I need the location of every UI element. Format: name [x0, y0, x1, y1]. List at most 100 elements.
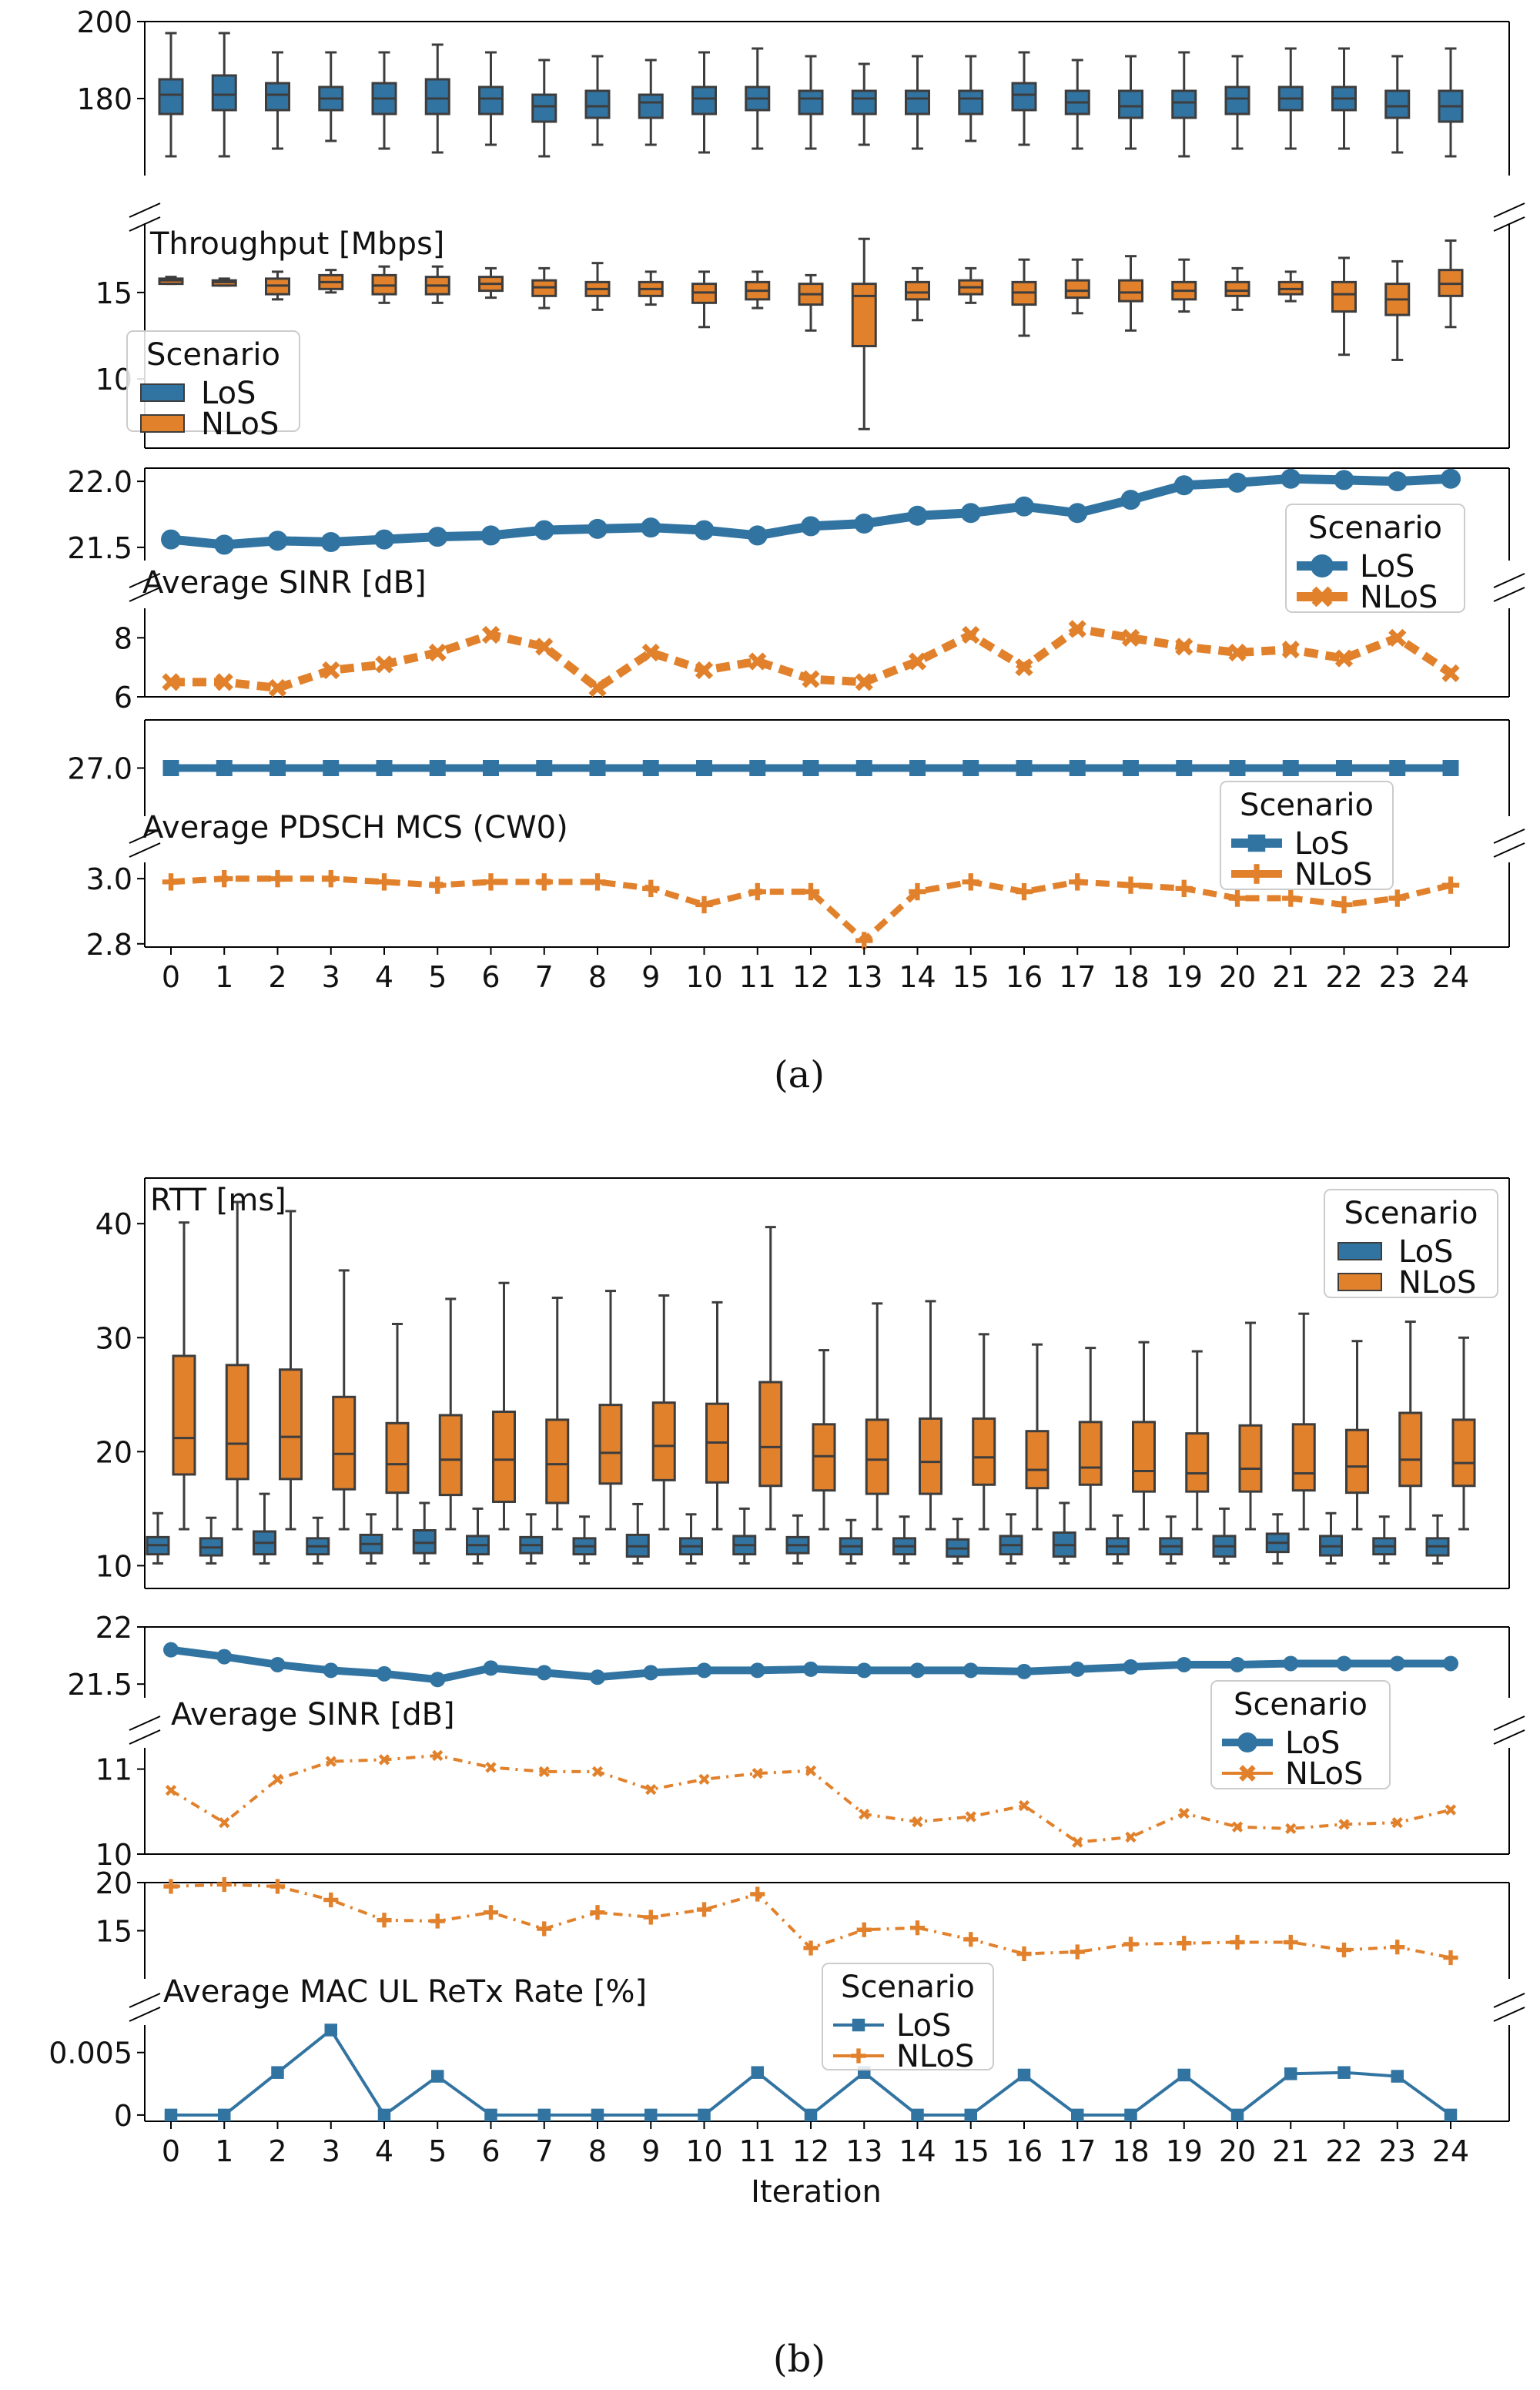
b-mac-title: Average MAC UL ReTx Rate [%] — [163, 1974, 647, 2010]
b-mac-break-left-b — [129, 2007, 161, 2022]
b-rtt-los-box — [946, 1518, 970, 1565]
a-sinr-nlos-point — [375, 655, 393, 674]
a-mcs-los-point — [162, 760, 179, 776]
b-rtt-los-box — [466, 1507, 490, 1565]
b-rtt-nlos-box-body — [545, 1418, 570, 1505]
a-tp-nlos-box — [531, 266, 557, 310]
b-rtt-nlos-box — [598, 1290, 623, 1531]
a-tp-los-box-body — [584, 89, 611, 119]
a-sinr-legend-entry: NLoS — [1360, 580, 1438, 615]
a-tp-los-box — [1171, 51, 1197, 158]
a-tp-los-box-body — [798, 89, 824, 115]
b-rtt-nlos-box-body — [1398, 1411, 1423, 1488]
a-tp-los-box — [424, 43, 450, 154]
b-rtt-nlos-box — [1238, 1321, 1263, 1531]
b-mac-xtick-label: 0 — [162, 2134, 180, 2168]
a-sinr-nlos-point-stroke-b — [215, 673, 233, 691]
a-tp-nlos-box — [1064, 258, 1090, 315]
b-sinr-legend-entry: NLoS — [1285, 1756, 1363, 1792]
b-sinr-los-point — [1016, 1663, 1032, 1679]
b-mac-nlos-point — [1070, 1944, 1085, 1960]
b-mac-los-point — [271, 2066, 284, 2079]
a-sinr-nlos-point-stroke-b — [1441, 664, 1460, 682]
a-tp-nlos-box — [798, 273, 824, 332]
a-tp-nlos-box-body — [1224, 280, 1250, 297]
a-mcs-lower-ytick-label: 3.0 — [86, 862, 132, 896]
a-tp-legend-entry: LoS — [201, 376, 256, 411]
a-mcs-los-point — [1176, 760, 1193, 776]
a-tp-los-box — [158, 32, 184, 158]
a-sinr-nlos-point — [1334, 649, 1354, 668]
b-sinr-los-point — [483, 1660, 499, 1676]
b-sinr-nlos-point-stroke-b — [432, 1749, 444, 1762]
a-tp-legend-swatch — [140, 383, 185, 402]
b-rtt-nlos-box-body — [972, 1417, 996, 1486]
a-sinr-nlos-point-stroke-b — [1334, 649, 1354, 668]
a-tp-los-box-body — [638, 93, 664, 119]
a-tp-nlos-box — [158, 276, 184, 286]
a-mcs-nlos-point — [322, 869, 340, 888]
b-mac-los-point — [218, 2108, 231, 2122]
a-sinr-nlos-point-stroke-b — [1015, 658, 1033, 677]
a-tp-nlos-box — [905, 266, 930, 322]
b-rtt-nlos-box — [545, 1296, 570, 1531]
b-sinr-nlos-point-stroke-b — [912, 1816, 923, 1828]
a-tp-los-box — [1118, 55, 1143, 150]
a-mcs-nlos-point — [962, 873, 979, 891]
b-sinr-nlos-point-stroke-b — [485, 1762, 497, 1773]
a-sinr-nlos-point-stroke-b — [162, 673, 180, 691]
b-sinr-los-point — [1230, 1656, 1245, 1672]
a-tp-nlos-box — [478, 266, 504, 300]
a-mcs-xtick-label: 24 — [1432, 960, 1469, 994]
b-mac-xtick-label: 8 — [588, 2134, 607, 2168]
a-tp-nlos-box — [424, 265, 450, 304]
a-sinr-nlos-point — [268, 678, 287, 698]
a-mcs-legend-swatch-marker — [1247, 834, 1266, 852]
b-mac-los-point — [431, 2070, 444, 2083]
b-rtt-nlos-box-body — [865, 1418, 889, 1495]
a-tp-los-box-body — [1011, 82, 1037, 112]
b-mac-xtick-label: 14 — [899, 2134, 936, 2168]
a-sinr-los-point — [641, 517, 661, 538]
b-sinr-legend-swatch-marker — [1239, 1765, 1256, 1782]
a-mcs-los-point — [1123, 760, 1139, 776]
a-tp-nlos-box — [851, 237, 877, 430]
a-sinr-nlos-point — [162, 673, 180, 691]
a-tp-nlos-box — [371, 265, 397, 304]
a-mcs-nlos-point — [375, 873, 393, 891]
a-sinr-los-point — [534, 520, 554, 541]
a-mcs-nlos-point — [482, 873, 500, 891]
b-sinr-upper-ytick-label: 22 — [95, 1611, 132, 1645]
b-rtt-los-box — [679, 1513, 703, 1565]
b-sinr-upper-ytick-label: 21.5 — [67, 1668, 132, 1702]
a-mcs-xtick-label: 13 — [845, 960, 882, 994]
a-sinr-lower-ytick-label: 8 — [114, 621, 132, 655]
b-rtt-nlos-box — [865, 1302, 889, 1531]
a-tp-nlos-box — [691, 270, 717, 329]
a-tp-los-box — [745, 47, 771, 150]
b-sinr-break-left-b — [129, 1729, 161, 1745]
b-rtt-los-box — [1265, 1513, 1290, 1565]
a-sinr-los-point — [1227, 472, 1247, 493]
b-rtt-nlos-box — [332, 1269, 357, 1531]
b-sinr-nlos-point-stroke-b — [1125, 1831, 1137, 1843]
a-mcs-los-point — [429, 760, 446, 776]
a-mcs-nlos-point — [588, 873, 607, 891]
a-tp-nlos-box — [265, 270, 290, 301]
b-mac-nlos-point — [643, 1910, 658, 1925]
b-mac-nlos-point — [1390, 1940, 1405, 1955]
b-rtt-los-box — [1372, 1515, 1397, 1565]
b-rtt-los-box — [1052, 1501, 1076, 1565]
a-mcs-los-point — [1229, 760, 1246, 776]
a-mcs-xtick-label: 8 — [588, 960, 607, 994]
a-mcs-nlos-point — [1228, 889, 1247, 907]
b-sinr-nlos-point-stroke-b — [645, 1783, 657, 1796]
a-tp-los-box — [691, 51, 717, 154]
b-rtt-los-box — [146, 1511, 170, 1565]
a-tp-break-left-b — [129, 216, 161, 232]
b-sinr-nlos-point — [485, 1762, 497, 1773]
b-sinr-nlos-point — [805, 1765, 817, 1776]
b-sinr-los-point — [696, 1662, 712, 1679]
a-sinr-los-point — [1067, 503, 1088, 524]
